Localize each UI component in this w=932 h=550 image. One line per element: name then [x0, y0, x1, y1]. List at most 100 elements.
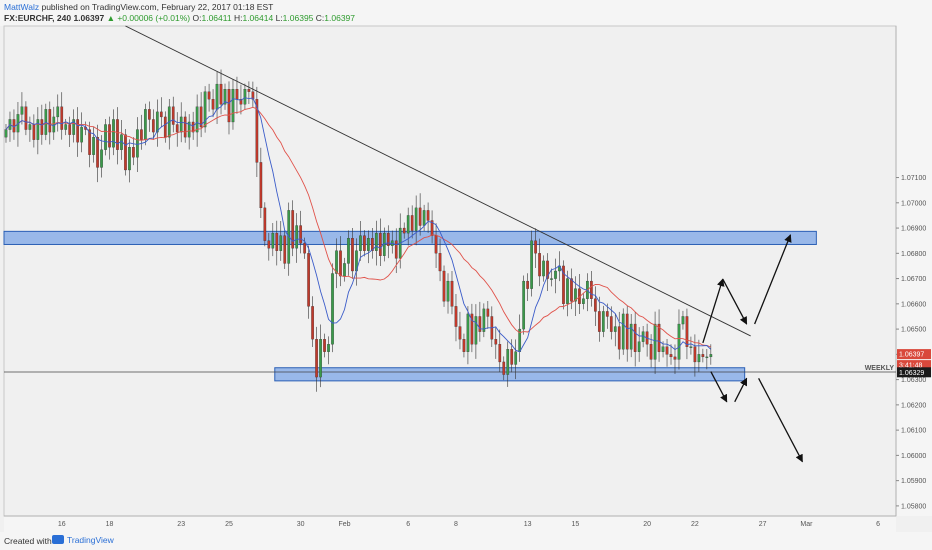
candle-body [438, 253, 442, 272]
candle-body [351, 238, 354, 272]
candle-body [414, 207, 418, 231]
candle-body [486, 308, 490, 317]
candle-body [526, 280, 529, 289]
level-price-badge [897, 367, 931, 378]
price-tick-label: 1.07100 [901, 175, 926, 182]
candle-body [235, 88, 239, 100]
candle-body [299, 225, 303, 244]
candle-body [64, 124, 68, 130]
price-tick-label: 1.06500 [901, 327, 926, 334]
candle-body [562, 265, 565, 304]
candle-body [28, 124, 32, 130]
candle-body [681, 316, 685, 325]
price-tick-label: 1.06700 [901, 276, 926, 283]
candle-body [327, 344, 330, 352]
candle-body [434, 235, 438, 254]
candle-body [534, 240, 537, 254]
price-tick-label: 1.05900 [901, 478, 926, 485]
candle-body [669, 354, 673, 358]
projection-arrow [722, 278, 748, 325]
candle-body [144, 109, 147, 140]
candle-body [343, 263, 346, 277]
candle-body [442, 270, 446, 302]
candle-body [132, 147, 135, 158]
candle-body [582, 298, 585, 304]
candle-body [148, 109, 151, 120]
candle-body [550, 278, 553, 280]
candle-body [633, 323, 637, 352]
time-tick-label: 22 [691, 521, 699, 528]
author-link[interactable]: MattWalz [4, 2, 40, 12]
candle-body [279, 235, 283, 251]
projection-arrow [702, 278, 725, 344]
candle-body [510, 349, 514, 365]
candle-body [195, 106, 199, 133]
candle-body [215, 83, 219, 110]
tradingview-brand-text: TradingView [67, 535, 114, 545]
close-label: C: [315, 13, 325, 23]
projection-arrow [710, 371, 728, 403]
candle-body [32, 124, 36, 140]
candle-body [605, 311, 609, 317]
candle-body [68, 124, 72, 135]
candle-body [386, 232, 390, 246]
low-value: 1.06395 [282, 13, 314, 23]
candle-body [625, 313, 629, 350]
candle-body [426, 210, 430, 221]
candle-body [335, 250, 338, 274]
candle-body [677, 323, 681, 360]
candle-body [446, 280, 450, 302]
candle-body [100, 149, 103, 168]
candle-body [175, 124, 179, 133]
time-tick-label: 8 [454, 521, 458, 528]
candle-body [653, 323, 657, 360]
candle-body [709, 354, 713, 358]
candle-body [52, 116, 56, 133]
candle-body [48, 109, 52, 133]
candle-body [275, 232, 279, 251]
candle-body [36, 119, 40, 140]
projection-arrow [754, 234, 792, 325]
low-label: L: [275, 13, 283, 23]
publish-text: published on TradingView.com, February 2… [39, 2, 274, 12]
time-tick-label: 13 [524, 521, 532, 528]
candle-body [374, 232, 378, 251]
time-tick-label: 6 [406, 521, 410, 528]
candle-body [359, 235, 362, 251]
time-tick-label: 16 [58, 521, 66, 528]
price-change: ▲ +0.00006 (+0.01%) [106, 13, 191, 23]
moving-average-blue [5, 97, 712, 353]
candle-body [661, 346, 665, 352]
candle-body [171, 106, 175, 125]
candle-body [247, 88, 251, 92]
candle-body [92, 136, 95, 155]
moving-average-red [5, 106, 711, 348]
candle-body [227, 88, 231, 123]
candle-body [498, 344, 502, 363]
countdown-badge-label: 3:41:48 [899, 363, 922, 370]
price-tick-label: 1.06800 [901, 251, 926, 258]
trendline [125, 25, 751, 337]
candle-body [116, 119, 119, 150]
candle-body [617, 326, 621, 350]
candle-body [311, 306, 314, 340]
candle-body [570, 278, 573, 302]
countdown-badge [897, 360, 931, 371]
candle-body [402, 227, 406, 234]
candle-body [494, 339, 498, 345]
last-price: 1.06397 [73, 13, 105, 23]
candle-body [689, 346, 693, 348]
candle-body [88, 129, 91, 155]
candle-body [339, 250, 342, 277]
candle-body [207, 91, 211, 100]
price-tick-label: 1.06900 [901, 226, 926, 233]
candle-body [223, 88, 227, 105]
candle-body [4, 129, 8, 138]
high-label: H: [233, 13, 243, 23]
tradingview-link[interactable]: TradingView [52, 535, 114, 545]
projection-arrow [758, 378, 803, 463]
candle-body [406, 215, 410, 234]
candle-body [590, 280, 593, 299]
candle-body [231, 88, 235, 123]
